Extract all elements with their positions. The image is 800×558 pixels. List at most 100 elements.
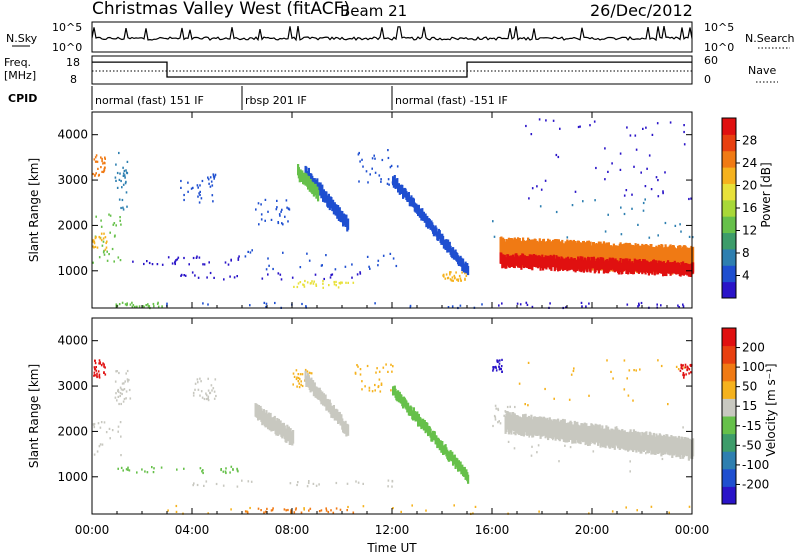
data-cell (106, 250, 108, 253)
data-cell (260, 218, 263, 221)
data-cell (95, 369, 98, 372)
data-cell (690, 371, 692, 374)
data-cell (220, 468, 222, 471)
data-cell (152, 471, 155, 474)
data-cell (474, 505, 477, 508)
data-cell (101, 443, 104, 446)
data-cell (524, 403, 526, 406)
data-cell (640, 301, 643, 305)
data-cell (335, 280, 337, 283)
data-cell (127, 466, 129, 469)
data-cell (446, 277, 449, 280)
data-cell (519, 303, 522, 306)
data-cell (95, 172, 97, 175)
data-cell (120, 435, 122, 438)
data-cell (197, 186, 199, 189)
data-cell (143, 305, 145, 308)
data-cell (629, 460, 631, 463)
data-cell (167, 256, 170, 259)
freq-panel-frame (91, 55, 693, 85)
data-cell (222, 470, 225, 473)
data-cell (629, 470, 631, 473)
cpid-segment-label: rbsp 201 IF (245, 94, 307, 107)
data-cell (213, 397, 216, 400)
data-cell (312, 282, 315, 285)
data-cell (279, 214, 281, 217)
data-cell (555, 210, 558, 214)
data-cell (151, 466, 153, 469)
data-cell (293, 511, 296, 514)
data-cell (313, 280, 315, 283)
data-cell (101, 244, 104, 247)
data-cell (442, 274, 444, 277)
data-cell (577, 125, 580, 129)
data-cell (92, 261, 94, 264)
data-cell (677, 304, 679, 307)
data-cell (113, 260, 115, 263)
data-cell (94, 359, 96, 362)
data-cell (612, 377, 614, 380)
data-cell (657, 359, 659, 362)
data-cell (272, 507, 274, 510)
freq-left-label-1: Freq. (4, 56, 31, 69)
data-cell (582, 200, 584, 203)
data-cell (328, 284, 330, 287)
data-cell (354, 371, 357, 374)
data-cell (378, 378, 381, 381)
data-cell (295, 369, 298, 372)
data-cell (493, 235, 496, 238)
data-cell (566, 236, 569, 239)
data-cell (308, 259, 311, 262)
data-cell (361, 158, 363, 161)
data-cell (332, 511, 335, 514)
data-cell (362, 505, 365, 508)
data-band-cell (692, 438, 695, 457)
data-cell (122, 208, 125, 211)
data-cell (183, 193, 185, 197)
data-cell (121, 186, 123, 189)
data-cell (291, 276, 294, 279)
data-cell (644, 198, 646, 201)
data-cell (377, 385, 380, 389)
data-cell (623, 359, 626, 362)
data-cell (212, 175, 215, 178)
colorbar-swatch (722, 232, 736, 250)
beam-label: Beam 21 (340, 2, 407, 20)
data-cell (299, 266, 302, 269)
data-cell (258, 223, 260, 226)
data-cell (494, 416, 497, 419)
data-cell (378, 174, 381, 177)
data-cell (632, 399, 634, 402)
data-cell (391, 479, 394, 483)
data-cell (378, 370, 381, 373)
data-cell (92, 172, 94, 176)
data-cell (244, 510, 247, 513)
data-cell (236, 469, 239, 472)
data-cell (104, 373, 107, 376)
data-cell (318, 510, 321, 513)
data-cell (459, 304, 462, 307)
data-cell (263, 301, 266, 304)
data-cell (344, 265, 347, 268)
data-cell (225, 467, 227, 470)
data-cell (552, 119, 555, 122)
data-cell (119, 392, 122, 395)
data-cell (623, 194, 626, 197)
data-cell (494, 365, 497, 368)
data-cell (558, 460, 560, 463)
data-cell (306, 252, 308, 255)
data-cell (211, 194, 214, 197)
data-cell (207, 176, 209, 179)
noise-panel: N.Sky 10^5 10^0 10^5 10^0 N.Search (6, 21, 795, 54)
noise-right-tick-top: 10^5 (704, 21, 734, 34)
data-cell (113, 235, 116, 238)
data-cell (202, 471, 204, 475)
data-cell (161, 263, 164, 266)
data-cell (411, 504, 413, 507)
data-cell (683, 130, 685, 134)
x-tick-label: 04:00 (175, 523, 210, 537)
data-cell (197, 388, 200, 391)
data-cell (498, 304, 500, 307)
data-cell (108, 253, 110, 256)
data-cell (660, 304, 662, 307)
